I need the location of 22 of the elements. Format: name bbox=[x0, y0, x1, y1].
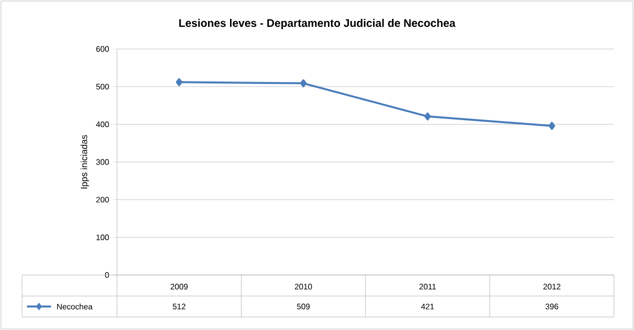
x-tick-label: 2012 bbox=[543, 284, 560, 290]
chart-title: Lesiones leves - Departamento Judicial de Necochea bbox=[179, 18, 456, 30]
x-tick-label: 2009 bbox=[170, 284, 188, 290]
y-tick-label: 400 bbox=[96, 122, 109, 128]
x-tick-label: 2011 bbox=[419, 284, 436, 290]
y-tick-label: 300 bbox=[96, 159, 109, 165]
point bbox=[548, 122, 556, 130]
data-label: 509 bbox=[297, 304, 310, 310]
data-label: 421 bbox=[421, 304, 434, 310]
data-label: 512 bbox=[172, 304, 186, 310]
y-tick-label: 0 bbox=[105, 272, 109, 278]
y-tick-label: 100 bbox=[96, 234, 109, 240]
y-tick-label: 200 bbox=[96, 196, 109, 202]
legend-label: Necochea bbox=[57, 304, 93, 310]
y-tick-label: 500 bbox=[96, 84, 109, 90]
y-tick-label: 600 bbox=[96, 46, 109, 52]
y-axis-title: Ipps iniciadas bbox=[80, 135, 89, 188]
x-tick-label: 2010 bbox=[294, 284, 312, 290]
point bbox=[424, 112, 431, 120]
point bbox=[176, 78, 182, 86]
point bbox=[300, 79, 307, 88]
data-label: 396 bbox=[546, 304, 558, 310]
